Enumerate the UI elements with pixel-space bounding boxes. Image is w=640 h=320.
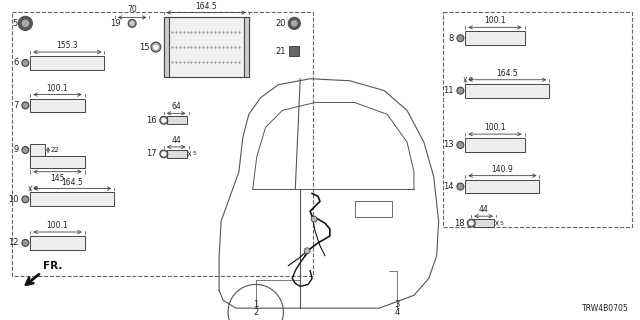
Text: 7: 7 <box>13 101 19 110</box>
Circle shape <box>22 102 29 109</box>
Text: 44: 44 <box>172 136 181 145</box>
Bar <box>443 12 632 227</box>
Circle shape <box>304 248 310 254</box>
Text: 13: 13 <box>443 140 454 149</box>
Circle shape <box>22 196 29 203</box>
Text: 1: 1 <box>253 300 259 309</box>
Bar <box>30 192 115 206</box>
Text: 100.1: 100.1 <box>484 123 506 132</box>
Bar <box>167 116 186 124</box>
Circle shape <box>311 216 317 222</box>
Text: 164.5: 164.5 <box>61 178 83 187</box>
Text: 2: 2 <box>253 308 259 317</box>
Circle shape <box>457 183 464 190</box>
Text: 15: 15 <box>140 43 150 52</box>
Text: 5: 5 <box>193 151 196 156</box>
Bar <box>244 18 249 77</box>
Circle shape <box>22 60 29 66</box>
Circle shape <box>22 147 29 153</box>
Circle shape <box>162 152 166 156</box>
Circle shape <box>19 16 32 30</box>
Text: 140.9: 140.9 <box>492 165 513 174</box>
Text: 16: 16 <box>146 116 157 125</box>
Text: 64: 64 <box>172 102 181 111</box>
Bar <box>30 156 84 168</box>
Bar <box>289 46 300 56</box>
Text: 9: 9 <box>468 77 472 82</box>
Circle shape <box>289 18 300 29</box>
Text: 11: 11 <box>443 86 454 95</box>
Circle shape <box>160 116 168 124</box>
Text: 8: 8 <box>448 34 454 43</box>
Text: 17: 17 <box>146 149 157 158</box>
Bar <box>164 18 249 77</box>
Bar <box>167 150 186 158</box>
Bar <box>30 236 84 250</box>
Text: 100.1: 100.1 <box>484 16 506 25</box>
Text: 9: 9 <box>13 146 19 155</box>
Text: 155.3: 155.3 <box>56 41 78 50</box>
Bar <box>30 56 104 70</box>
Text: 3: 3 <box>394 300 400 309</box>
Bar <box>474 219 494 227</box>
Text: 18: 18 <box>454 219 465 228</box>
Text: 10: 10 <box>8 195 19 204</box>
Text: 4: 4 <box>394 308 400 317</box>
Circle shape <box>160 150 168 158</box>
Circle shape <box>22 20 28 27</box>
Bar <box>12 12 313 276</box>
Bar <box>465 138 525 152</box>
Text: 21: 21 <box>276 47 286 56</box>
Circle shape <box>292 21 297 26</box>
Text: 5: 5 <box>12 19 17 28</box>
Text: 14: 14 <box>443 182 454 191</box>
Circle shape <box>162 118 166 122</box>
Text: 44: 44 <box>479 205 488 214</box>
Text: 9: 9 <box>33 186 37 191</box>
Bar <box>30 99 84 112</box>
Text: 164.5: 164.5 <box>497 69 518 78</box>
Text: 6: 6 <box>13 59 19 68</box>
Circle shape <box>470 221 473 225</box>
Text: 100.1: 100.1 <box>47 84 68 92</box>
Bar <box>164 18 169 77</box>
Circle shape <box>457 35 464 42</box>
Text: 12: 12 <box>8 238 19 247</box>
Circle shape <box>22 239 29 246</box>
Text: TRW4B0705: TRW4B0705 <box>582 304 628 313</box>
Circle shape <box>457 87 464 94</box>
Text: 100.1: 100.1 <box>47 221 68 230</box>
Bar <box>30 144 45 156</box>
Text: FR.: FR. <box>43 260 63 271</box>
Circle shape <box>131 22 134 25</box>
Text: 19: 19 <box>110 19 120 28</box>
Bar <box>465 84 549 98</box>
Text: 145: 145 <box>51 174 65 183</box>
Text: 22: 22 <box>50 147 59 153</box>
Circle shape <box>457 141 464 148</box>
Bar <box>355 201 392 217</box>
Text: 20: 20 <box>276 19 286 28</box>
Text: 70: 70 <box>127 5 137 14</box>
Bar <box>465 180 540 194</box>
Circle shape <box>128 20 136 27</box>
Text: 164.5: 164.5 <box>195 2 217 11</box>
Text: 5: 5 <box>500 220 504 226</box>
Bar <box>465 31 525 45</box>
Circle shape <box>151 42 161 52</box>
Circle shape <box>467 219 476 227</box>
Circle shape <box>154 45 158 49</box>
